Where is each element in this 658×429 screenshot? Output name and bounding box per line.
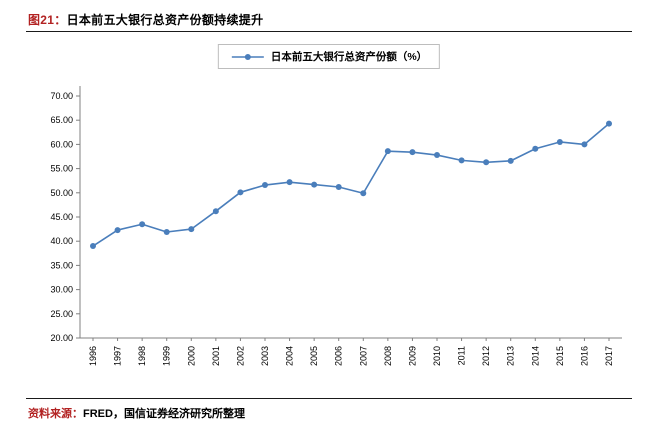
x-tick-label: 2009 xyxy=(407,346,417,366)
x-tick-label: 2014 xyxy=(530,346,540,366)
y-tick-label: 40.00 xyxy=(50,236,73,246)
x-tick-label: 2015 xyxy=(555,346,565,366)
source-divider xyxy=(26,398,632,399)
data-point xyxy=(360,190,367,197)
y-tick-label: 55.00 xyxy=(50,164,73,174)
x-tick-label: 2001 xyxy=(211,346,221,366)
data-point xyxy=(458,157,465,164)
x-tick-label: 2004 xyxy=(285,346,295,366)
data-point xyxy=(483,159,490,166)
x-tick-label: 1996 xyxy=(88,346,98,366)
figure-title-text: 日本前五大银行总资产份额持续提升 xyxy=(66,13,264,27)
x-tick-label: 2007 xyxy=(358,346,368,366)
x-tick-label: 2012 xyxy=(481,346,491,366)
y-tick-label: 25.00 xyxy=(50,309,73,319)
chart-legend: 日本前五大银行总资产份额（%） xyxy=(217,44,441,69)
legend-label: 日本前五大银行总资产份额（%） xyxy=(270,51,428,63)
data-point xyxy=(434,152,440,159)
data-point xyxy=(114,227,121,234)
data-point xyxy=(163,229,170,236)
source-note: 资料来源：FRED，国信证券经济研究所整理 xyxy=(28,405,245,421)
x-tick-label: 2013 xyxy=(506,346,516,366)
data-point xyxy=(237,189,244,196)
source-label: 资料来源： xyxy=(28,408,83,420)
title-divider xyxy=(26,31,632,32)
data-point xyxy=(90,243,96,250)
data-point xyxy=(507,157,514,164)
y-tick-label: 30.00 xyxy=(50,285,73,295)
figure-number-label: 图21： xyxy=(28,13,67,27)
y-tick-label: 35.00 xyxy=(50,260,73,270)
data-point xyxy=(581,141,588,148)
y-tick-label: 65.00 xyxy=(50,115,73,125)
y-axis-labels: 70.00 65.00 60.00 55.00 50.00 45.00 40.00 35.00… xyxy=(50,91,80,343)
x-tick-label: 2000 xyxy=(186,346,196,366)
data-point xyxy=(532,145,539,152)
data-point xyxy=(311,181,318,188)
x-tick-label: 2003 xyxy=(260,346,270,366)
legend-line-marker-icon xyxy=(231,53,264,60)
x-axis-labels: 1996 1997 1998 1999 2000 2001 2002 2003 2004 2005… xyxy=(88,338,614,366)
x-tick-label: 2010 xyxy=(432,346,442,366)
x-tick-label: 1999 xyxy=(162,346,172,366)
chart-axes xyxy=(79,86,622,339)
data-point xyxy=(606,120,612,127)
y-tick-label: 70.00 xyxy=(50,91,73,101)
x-tick-label: 2011 xyxy=(457,346,467,365)
data-point xyxy=(212,208,219,215)
x-tick-label: 2002 xyxy=(235,346,245,366)
x-tick-label: 2017 xyxy=(604,346,614,366)
data-line xyxy=(92,122,610,247)
y-tick-label: 20.00 xyxy=(50,333,73,343)
x-tick-label: 2005 xyxy=(309,346,319,366)
data-point xyxy=(556,138,563,145)
y-tick-label: 60.00 xyxy=(50,139,73,149)
source-text: FRED，国信证券经济研究所整理 xyxy=(83,408,245,420)
figure-title: 图21：日本前五大银行总资产份额持续提升 xyxy=(28,11,263,28)
y-tick-label: 50.00 xyxy=(50,188,73,198)
data-point xyxy=(139,221,146,228)
data-point xyxy=(262,182,268,189)
x-tick-label: 2006 xyxy=(334,346,344,366)
data-point xyxy=(286,179,293,186)
data-points xyxy=(90,120,612,250)
data-point xyxy=(409,149,416,156)
x-tick-label: 1998 xyxy=(137,346,147,366)
data-point xyxy=(384,148,391,155)
data-point xyxy=(335,183,342,190)
line-chart: 70.00 65.00 60.00 55.00 50.00 45.00 40.00 35.00… xyxy=(50,86,622,366)
x-tick-label: 1997 xyxy=(113,346,123,366)
data-point xyxy=(188,226,195,233)
y-tick-label: 45.00 xyxy=(50,212,73,222)
x-tick-label: 2016 xyxy=(579,346,589,366)
x-tick-label: 2008 xyxy=(383,346,393,366)
